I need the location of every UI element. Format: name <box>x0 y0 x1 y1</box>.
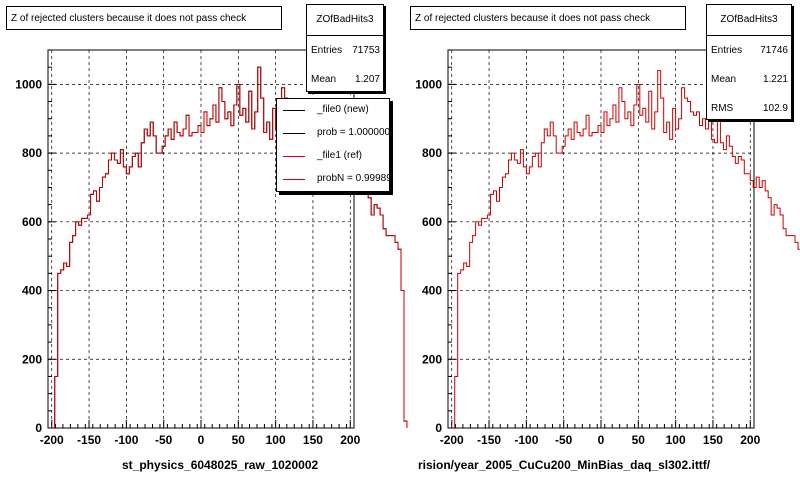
stats-row-mean: Mean 1.207 <box>307 65 383 91</box>
x-tick-label: -100 <box>114 433 138 447</box>
stats-name: ZOfBadHits3 <box>307 5 383 36</box>
stats-value: 71753 <box>352 45 380 56</box>
y-tick-label: 1000 <box>15 77 42 91</box>
x-tick-label: 50 <box>632 433 646 447</box>
stats-key: Mean <box>311 74 337 85</box>
x-tick-label: 0 <box>598 433 605 447</box>
stats-row-entries: Entries 71753 <box>307 36 383 65</box>
x-tick-label: -50 <box>155 433 173 447</box>
x-tick-label: 150 <box>303 433 323 447</box>
histogram-series-0 <box>454 70 800 428</box>
x-tick-label: -50 <box>555 433 573 447</box>
stats-row-mean: Mean 1.221 <box>707 65 791 94</box>
stats-value: 1.207 <box>354 74 380 85</box>
legend-line-icon <box>283 179 305 180</box>
x-tick-label: 200 <box>740 433 760 447</box>
stats-box-right[interactable]: ZOfBadHits3 Entries 71746 Mean 1.221 RMS… <box>706 4 792 120</box>
histogram-panel-right: -200 -150 -100 -50 0 50 100 150 200 0 200 400 600 800… <box>415 49 800 447</box>
legend-row: _file0 (new) <box>277 99 389 122</box>
stats-key: Entries <box>711 45 743 56</box>
x-axis-caption-right: rision/year_2005_CuCu200_MinBias_daq_sl3… <box>418 458 711 472</box>
x-tick-label: 0 <box>198 433 205 447</box>
x-tick-label: 150 <box>703 433 723 447</box>
x-tick-label: -150 <box>77 433 101 447</box>
x-tick-label: -100 <box>514 433 538 447</box>
x-tick-label: 200 <box>340 433 360 447</box>
y-tick-label: 200 <box>422 352 442 366</box>
histogram-title-left: Z of rejected clusters because it does n… <box>6 6 282 30</box>
y-tick-label: 400 <box>422 284 442 298</box>
stats-value: 102.9 <box>762 103 788 114</box>
x-tick-label: 100 <box>666 433 686 447</box>
stats-box-left[interactable]: ZOfBadHits3 Entries 71753 Mean 1.207 <box>306 4 384 92</box>
legend-row: prob = 1.000000 <box>277 122 389 145</box>
legend-box[interactable]: _file0 (new) prob = 1.000000 _file1 (ref… <box>276 98 390 192</box>
x-tick-label: -200 <box>40 433 64 447</box>
legend-label: _file1 (ref) <box>317 150 363 161</box>
stats-key: RMS <box>711 103 734 114</box>
legend-line-icon <box>283 156 305 157</box>
stats-key: Entries <box>311 45 343 56</box>
y-tick-label: 800 <box>422 146 442 160</box>
stats-value: 71746 <box>760 45 788 56</box>
x-tick-label: -150 <box>477 433 501 447</box>
y-tick-label: 800 <box>22 146 42 160</box>
legend-label: prob = 1.000000 <box>317 127 390 138</box>
histogram-title-right: Z of rejected clusters because it does n… <box>410 6 686 30</box>
stats-name: ZOfBadHits3 <box>707 5 791 36</box>
y-tick-label: 1000 <box>415 77 442 91</box>
y-tick-label: 0 <box>35 421 42 435</box>
y-tick-label: 600 <box>422 215 442 229</box>
y-tick-label: 600 <box>22 215 42 229</box>
legend-row: probN = 0.999897 <box>277 168 389 191</box>
x-tick-label: -200 <box>440 433 464 447</box>
stats-row-rms: RMS 102.9 <box>707 94 791 119</box>
legend-label: _file0 (new) <box>317 104 369 115</box>
x-tick-label: 100 <box>266 433 286 447</box>
stats-value: 1.221 <box>762 74 788 85</box>
legend-line-icon <box>283 110 305 111</box>
x-tick-label: 50 <box>232 433 246 447</box>
y-tick-label: 0 <box>435 421 442 435</box>
y-tick-label: 400 <box>22 284 42 298</box>
stats-row-entries: Entries 71746 <box>707 36 791 65</box>
legend-row: _file1 (ref) <box>277 145 389 168</box>
stats-key: Mean <box>711 74 737 85</box>
legend-label: probN = 0.999897 <box>317 173 390 184</box>
legend-line-icon <box>283 133 305 134</box>
y-tick-label: 200 <box>22 352 42 366</box>
x-axis-caption-left: st_physics_6048025_raw_1020002 <box>122 458 319 472</box>
